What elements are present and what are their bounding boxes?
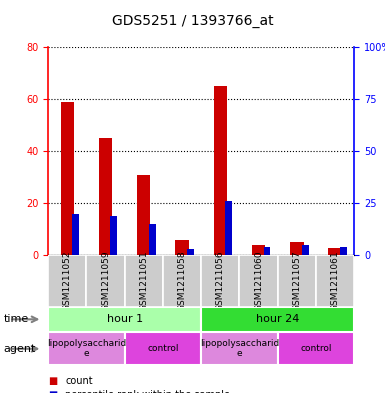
Text: count: count bbox=[65, 376, 93, 386]
Text: GSM1211058: GSM1211058 bbox=[177, 251, 187, 311]
Bar bbox=[201, 255, 239, 307]
Bar bbox=[137, 175, 151, 255]
Text: GSM1211051: GSM1211051 bbox=[139, 251, 148, 311]
Text: control: control bbox=[300, 344, 332, 353]
Text: hour 1: hour 1 bbox=[107, 314, 143, 324]
Bar bbox=[48, 307, 201, 332]
Text: time: time bbox=[4, 314, 29, 324]
Bar bbox=[60, 102, 74, 255]
Text: percentile rank within the sample: percentile rank within the sample bbox=[65, 390, 231, 393]
Text: ■: ■ bbox=[48, 390, 57, 393]
Text: agent: agent bbox=[4, 344, 36, 354]
Bar bbox=[263, 247, 270, 255]
Bar bbox=[149, 224, 156, 255]
Bar bbox=[328, 248, 342, 255]
Bar bbox=[125, 332, 201, 365]
Bar bbox=[278, 255, 316, 307]
Text: GSM1211060: GSM1211060 bbox=[254, 251, 263, 311]
Bar bbox=[163, 255, 201, 307]
Text: lipopolysaccharid
e: lipopolysaccharid e bbox=[200, 339, 279, 358]
Text: GSM1211061: GSM1211061 bbox=[331, 251, 340, 311]
Bar bbox=[225, 201, 232, 255]
Text: GDS5251 / 1393766_at: GDS5251 / 1393766_at bbox=[112, 14, 273, 28]
Bar bbox=[201, 307, 354, 332]
Bar bbox=[187, 249, 194, 255]
Bar bbox=[278, 332, 354, 365]
Bar bbox=[175, 240, 189, 255]
Bar bbox=[48, 255, 86, 307]
Bar bbox=[340, 247, 347, 255]
Bar bbox=[48, 332, 125, 365]
Text: lipopolysaccharid
e: lipopolysaccharid e bbox=[47, 339, 126, 358]
Bar bbox=[214, 86, 227, 255]
Text: hour 24: hour 24 bbox=[256, 314, 300, 324]
Bar bbox=[290, 242, 303, 255]
Bar bbox=[201, 332, 278, 365]
Bar bbox=[239, 255, 278, 307]
Bar bbox=[72, 214, 79, 255]
Bar bbox=[99, 138, 112, 255]
Bar bbox=[316, 255, 354, 307]
Text: GSM1211059: GSM1211059 bbox=[101, 251, 110, 311]
Bar bbox=[110, 216, 117, 255]
Text: GSM1211057: GSM1211057 bbox=[292, 251, 301, 311]
Bar bbox=[86, 255, 125, 307]
Text: GSM1211052: GSM1211052 bbox=[63, 251, 72, 311]
Bar bbox=[252, 245, 265, 255]
Text: ■: ■ bbox=[48, 376, 57, 386]
Text: GSM1211056: GSM1211056 bbox=[216, 251, 225, 311]
Bar bbox=[302, 245, 309, 255]
Text: control: control bbox=[147, 344, 179, 353]
Bar bbox=[125, 255, 163, 307]
